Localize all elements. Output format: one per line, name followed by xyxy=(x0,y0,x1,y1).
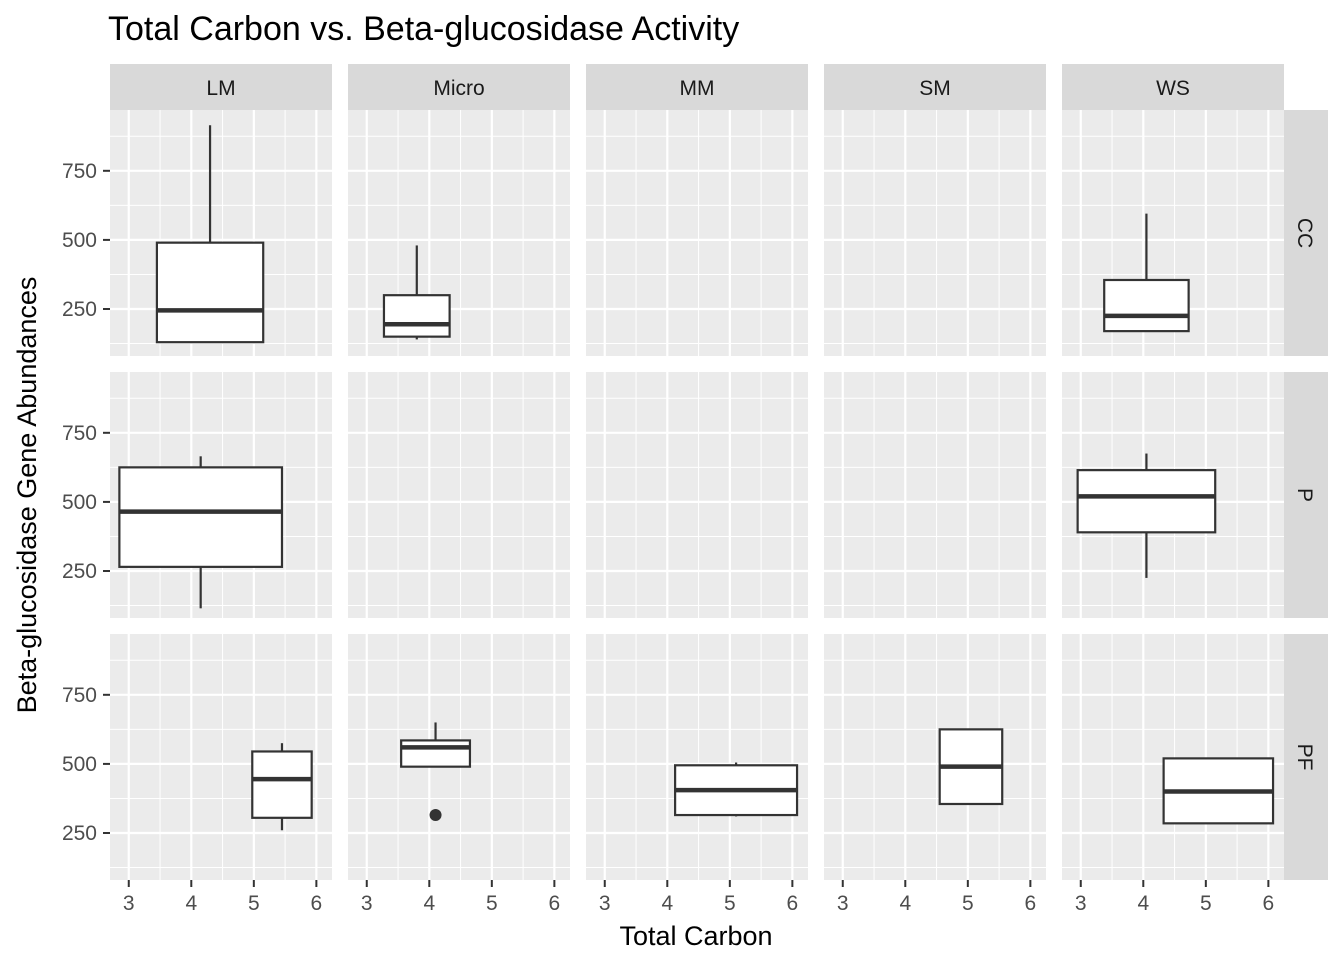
iqr-box xyxy=(118,466,284,568)
strip-top-bg xyxy=(348,64,570,110)
x-tick-label: 6 xyxy=(1263,892,1275,915)
x-tick-label: 4 xyxy=(185,892,197,915)
facet-panel xyxy=(1062,634,1284,880)
panel-background xyxy=(824,110,1046,356)
panel-background xyxy=(586,372,808,618)
boxplot xyxy=(1162,757,1275,825)
strip-label-col: Micro xyxy=(433,77,484,100)
iqr-box xyxy=(251,750,313,819)
facet-panels: LM Micro MM SM WS CC P PF 250 500 750 250 500 750 250 5… xyxy=(62,64,1328,915)
facet-panel xyxy=(110,372,332,618)
strip-top-bg xyxy=(110,64,332,110)
panel-background xyxy=(586,634,808,880)
boxplot xyxy=(400,722,472,822)
x-tick-label: 5 xyxy=(248,892,260,915)
x-tick-label: 3 xyxy=(361,892,373,915)
y-tick-label: 250 xyxy=(62,560,97,583)
x-tick-label: 6 xyxy=(311,892,323,915)
boxplot xyxy=(1103,213,1190,333)
boxplot xyxy=(382,245,451,340)
strip-label-col: SM xyxy=(919,77,951,100)
boxplot xyxy=(1076,453,1217,578)
boxplot xyxy=(938,728,1004,806)
boxplot xyxy=(674,762,799,817)
strip-right-bg xyxy=(1284,634,1328,880)
facet-panel xyxy=(586,634,808,880)
y-tick-label: 750 xyxy=(62,160,97,183)
facet-panel xyxy=(348,110,570,356)
strip-label-row: PF xyxy=(1293,744,1316,771)
panel-background xyxy=(348,110,570,356)
x-tick-label: 3 xyxy=(123,892,135,915)
x-tick-label: 6 xyxy=(1025,892,1037,915)
panel-background xyxy=(1062,634,1284,880)
x-tick-label: 3 xyxy=(599,892,611,915)
iqr-box xyxy=(400,739,472,768)
y-tick-label: 750 xyxy=(62,422,97,445)
iqr-box xyxy=(1076,469,1217,534)
y-tick-label: 500 xyxy=(62,491,97,514)
iqr-box xyxy=(382,294,451,338)
facet-panel xyxy=(110,634,332,880)
y-tick-label: 250 xyxy=(62,822,97,845)
facet-panel xyxy=(586,372,808,618)
x-tick-label: 4 xyxy=(1137,892,1149,915)
strip-right-bg xyxy=(1284,110,1328,356)
strip-top-bg xyxy=(1062,64,1284,110)
x-tick-label: 5 xyxy=(724,892,736,915)
y-tick-label: 500 xyxy=(62,229,97,252)
x-axis-title: Total Carbon xyxy=(619,921,772,951)
strip-right-bg xyxy=(1284,372,1328,618)
x-tick-label: 5 xyxy=(486,892,498,915)
strip-label-row: P xyxy=(1293,488,1316,502)
x-tick-label: 3 xyxy=(837,892,849,915)
x-tick-label: 5 xyxy=(962,892,974,915)
facet-panel xyxy=(586,110,808,356)
boxplot xyxy=(251,743,313,831)
x-tick-label: 6 xyxy=(549,892,561,915)
strip-top-bg xyxy=(586,64,808,110)
facet-panel xyxy=(824,634,1046,880)
facet-panel xyxy=(348,634,570,880)
strip-label-row: CC xyxy=(1293,218,1316,248)
chart-title: Total Carbon vs. Beta-glucosidase Activi… xyxy=(108,10,739,48)
strip-label-col: MM xyxy=(680,77,715,100)
x-tick-label: 4 xyxy=(661,892,673,915)
y-axis-title: Beta-glucosidase Gene Abundances xyxy=(12,277,42,714)
y-tick-label: 500 xyxy=(62,753,97,776)
facet-panel xyxy=(824,372,1046,618)
y-tick-label: 250 xyxy=(62,298,97,321)
x-tick-label: 4 xyxy=(423,892,435,915)
facet-panel xyxy=(348,372,570,618)
boxplot xyxy=(118,456,284,609)
panel-background xyxy=(586,110,808,356)
y-tick-label: 750 xyxy=(62,684,97,707)
boxplot xyxy=(155,125,265,344)
strip-top-bg xyxy=(824,64,1046,110)
x-tick-label: 4 xyxy=(899,892,911,915)
strip-label-col: WS xyxy=(1156,77,1190,100)
panel-background xyxy=(824,372,1046,618)
iqr-box xyxy=(155,241,265,344)
facet-panel xyxy=(1062,372,1284,618)
x-tick-label: 5 xyxy=(1200,892,1212,915)
iqr-box xyxy=(1103,278,1190,333)
panel-background xyxy=(824,634,1046,880)
facet-panel xyxy=(1062,110,1284,356)
panel-background xyxy=(348,372,570,618)
facet-panel xyxy=(824,110,1046,356)
x-tick-label: 6 xyxy=(787,892,799,915)
x-tick-label: 3 xyxy=(1075,892,1087,915)
strip-label-col: LM xyxy=(206,77,235,100)
outlier-point xyxy=(429,809,442,822)
facet-panel xyxy=(110,110,332,356)
